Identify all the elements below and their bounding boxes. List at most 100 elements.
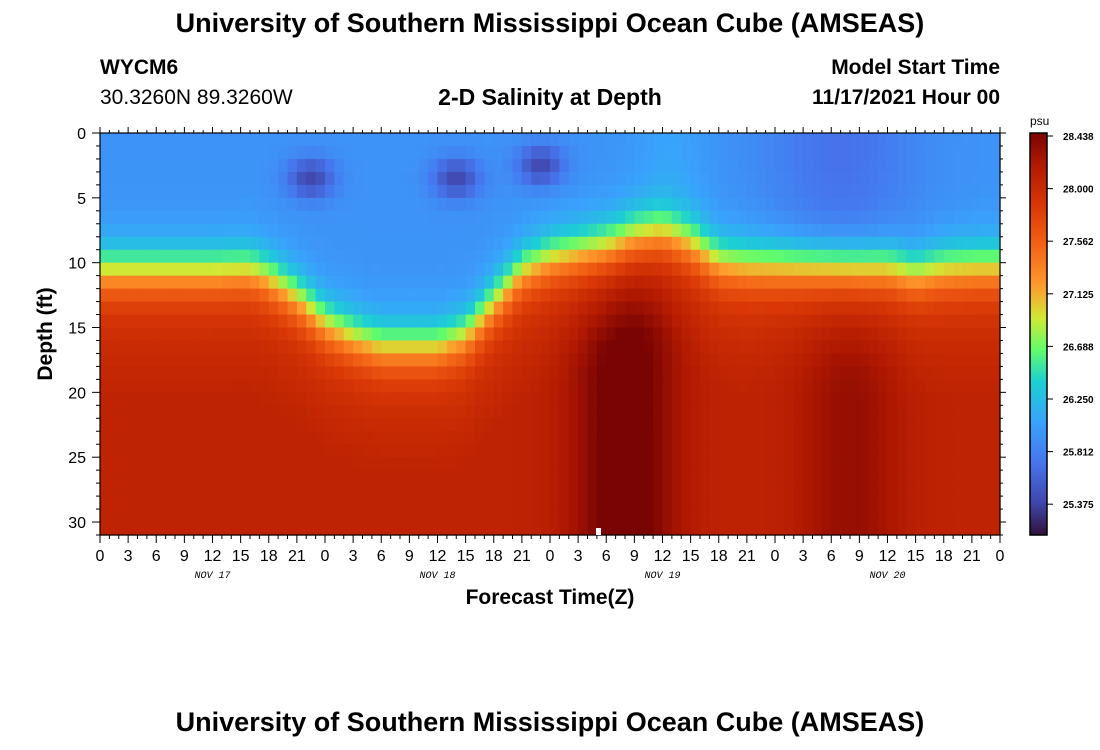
heatmap-cell bbox=[887, 470, 898, 484]
heatmap-cell bbox=[934, 379, 945, 393]
heatmap-cell bbox=[859, 223, 870, 238]
heatmap-cell bbox=[709, 340, 720, 355]
heatmap-cell bbox=[212, 392, 223, 406]
heatmap-cell bbox=[615, 223, 626, 238]
heatmap-cell bbox=[718, 197, 729, 212]
heatmap-cell bbox=[765, 275, 776, 290]
heatmap-cell bbox=[400, 249, 410, 264]
heatmap-cell bbox=[906, 275, 917, 290]
heatmap-cell bbox=[915, 431, 926, 445]
heatmap-cell bbox=[278, 158, 289, 173]
heatmap-cell bbox=[596, 288, 607, 303]
heatmap-cell bbox=[887, 223, 898, 238]
heatmap-cell bbox=[465, 418, 476, 432]
heatmap-cell bbox=[765, 431, 776, 445]
heatmap-cell bbox=[925, 483, 935, 497]
heatmap-cell bbox=[878, 171, 889, 186]
heatmap-cell bbox=[409, 522, 420, 536]
heatmap-cell bbox=[315, 158, 326, 173]
heatmap-cell bbox=[709, 327, 720, 342]
heatmap-cell bbox=[475, 314, 485, 329]
heatmap-cell bbox=[465, 470, 476, 484]
heatmap-cell bbox=[784, 496, 795, 510]
heatmap-cell bbox=[325, 288, 335, 303]
heatmap-cell bbox=[193, 366, 204, 380]
heatmap-cell bbox=[268, 223, 279, 238]
heatmap-cell bbox=[596, 236, 607, 251]
heatmap-cell bbox=[934, 392, 945, 406]
heatmap-cell bbox=[512, 158, 523, 173]
heatmap-cell bbox=[971, 275, 982, 290]
heatmap-cell bbox=[784, 288, 795, 303]
heatmap-cell bbox=[643, 327, 654, 342]
heatmap-cell bbox=[325, 522, 335, 536]
heatmap-cell bbox=[325, 353, 335, 368]
heatmap-cell bbox=[137, 418, 148, 432]
heatmap-cell bbox=[221, 314, 232, 329]
heatmap-cell bbox=[981, 340, 992, 355]
heatmap-cell bbox=[156, 483, 167, 497]
heatmap-cell bbox=[606, 483, 617, 497]
heatmap-cell bbox=[887, 210, 898, 225]
heatmap-cell bbox=[765, 340, 776, 355]
heatmap-cell bbox=[315, 275, 326, 290]
heatmap-cell bbox=[887, 184, 898, 199]
heatmap-cell bbox=[437, 210, 448, 225]
heatmap-cell bbox=[596, 340, 607, 355]
heatmap-cell bbox=[840, 340, 851, 355]
heatmap-cell bbox=[521, 210, 532, 225]
heatmap-cell bbox=[109, 483, 120, 497]
heatmap-cell bbox=[878, 405, 889, 419]
heatmap-cell bbox=[240, 249, 251, 264]
heatmap-cell bbox=[531, 431, 542, 445]
x-tick-label: 18 bbox=[935, 548, 953, 565]
heatmap-cell bbox=[325, 327, 335, 342]
heatmap-cell bbox=[512, 275, 523, 290]
heatmap-cell bbox=[465, 444, 476, 458]
heatmap-cell bbox=[634, 236, 645, 251]
heatmap-cell bbox=[784, 444, 795, 458]
heatmap-cell bbox=[484, 353, 495, 368]
heatmap-cell bbox=[737, 457, 748, 471]
heatmap-cell bbox=[343, 483, 354, 497]
heatmap-cell bbox=[953, 275, 964, 290]
heatmap-cell bbox=[850, 509, 860, 523]
heatmap-cell bbox=[531, 236, 542, 251]
heatmap-cell bbox=[521, 158, 532, 173]
heatmap-cell bbox=[578, 392, 589, 406]
heatmap-cell bbox=[953, 133, 964, 147]
heatmap-cell bbox=[709, 314, 720, 329]
heatmap-cell bbox=[990, 509, 1001, 523]
heatmap-cell bbox=[859, 470, 870, 484]
heatmap-cell bbox=[428, 431, 439, 445]
heatmap-cell bbox=[287, 431, 298, 445]
heatmap-cell bbox=[250, 340, 260, 355]
heatmap-cell bbox=[868, 288, 879, 303]
heatmap-cell bbox=[728, 340, 739, 355]
heatmap-cell bbox=[193, 444, 204, 458]
heatmap-cell bbox=[268, 236, 279, 251]
heatmap-cell bbox=[231, 483, 242, 497]
heatmap-cell bbox=[812, 496, 823, 510]
heatmap-cell bbox=[521, 379, 532, 393]
heatmap-cell bbox=[484, 431, 495, 445]
heatmap-cell bbox=[868, 522, 879, 536]
heatmap-cell bbox=[943, 223, 954, 238]
heatmap-cell bbox=[437, 483, 448, 497]
heatmap-cell bbox=[334, 236, 345, 251]
heatmap-cell bbox=[578, 470, 589, 484]
heatmap-cell bbox=[221, 236, 232, 251]
heatmap-cell bbox=[343, 301, 354, 316]
heatmap-cell bbox=[831, 184, 842, 199]
heatmap-cell bbox=[943, 236, 954, 251]
heatmap-cell bbox=[353, 392, 364, 406]
heatmap-cell bbox=[681, 223, 692, 238]
heatmap-cell bbox=[259, 392, 270, 406]
heatmap-cell bbox=[212, 210, 223, 225]
heatmap-cell bbox=[203, 210, 214, 225]
heatmap-cell bbox=[493, 197, 504, 212]
heatmap-cell bbox=[531, 288, 542, 303]
heatmap-cell bbox=[315, 236, 326, 251]
heatmap-cell bbox=[306, 431, 317, 445]
heatmap-cell bbox=[212, 171, 223, 186]
